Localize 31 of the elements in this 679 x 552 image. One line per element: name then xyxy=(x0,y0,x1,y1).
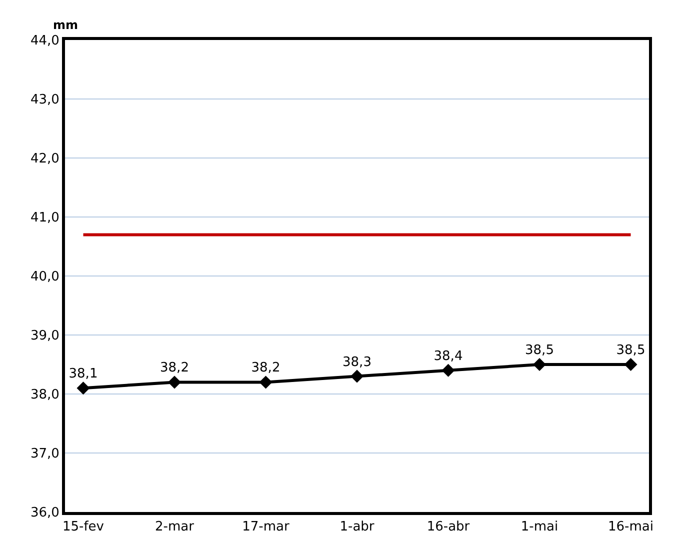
y-tick-label: 40,0 xyxy=(30,270,60,285)
x-tick-label: 2-mar xyxy=(155,520,195,535)
point xyxy=(442,364,455,377)
data-label: 38,3 xyxy=(342,354,372,370)
data-label: 38,2 xyxy=(160,360,189,376)
x-tick-label: 1-mai xyxy=(520,520,558,535)
y-tick-label: 36,0 xyxy=(30,506,60,521)
data-label: 38,2 xyxy=(251,360,280,376)
y-tick-label: 42,0 xyxy=(30,152,60,167)
x-tick-label: 17-mar xyxy=(242,520,290,535)
y-tick-label: 43,0 xyxy=(30,92,60,108)
data-label: 38,1 xyxy=(68,366,98,382)
point xyxy=(76,382,90,395)
x-tick-label: 16-mai xyxy=(608,520,654,535)
point xyxy=(259,376,272,389)
x-tick-label: 15-fev xyxy=(62,520,104,535)
x-tick-label: 1-abr xyxy=(340,520,375,535)
x-tick-label: 16-abr xyxy=(426,520,470,535)
data-label: 38,4 xyxy=(434,348,463,364)
y-axis-title: mm xyxy=(53,18,78,32)
point xyxy=(533,358,546,371)
y-tick-label: 37,0 xyxy=(30,446,60,462)
y-tick-label: 41,0 xyxy=(30,210,60,226)
data-label: 38,5 xyxy=(525,343,554,358)
y-tick-label: 38,0 xyxy=(30,388,60,403)
point xyxy=(168,376,181,389)
y-tick-label: 44,0 xyxy=(30,34,60,49)
point xyxy=(350,370,364,383)
data-label: 38,5 xyxy=(616,343,646,358)
y-tick-label: 39,0 xyxy=(30,328,60,344)
point xyxy=(624,358,638,371)
